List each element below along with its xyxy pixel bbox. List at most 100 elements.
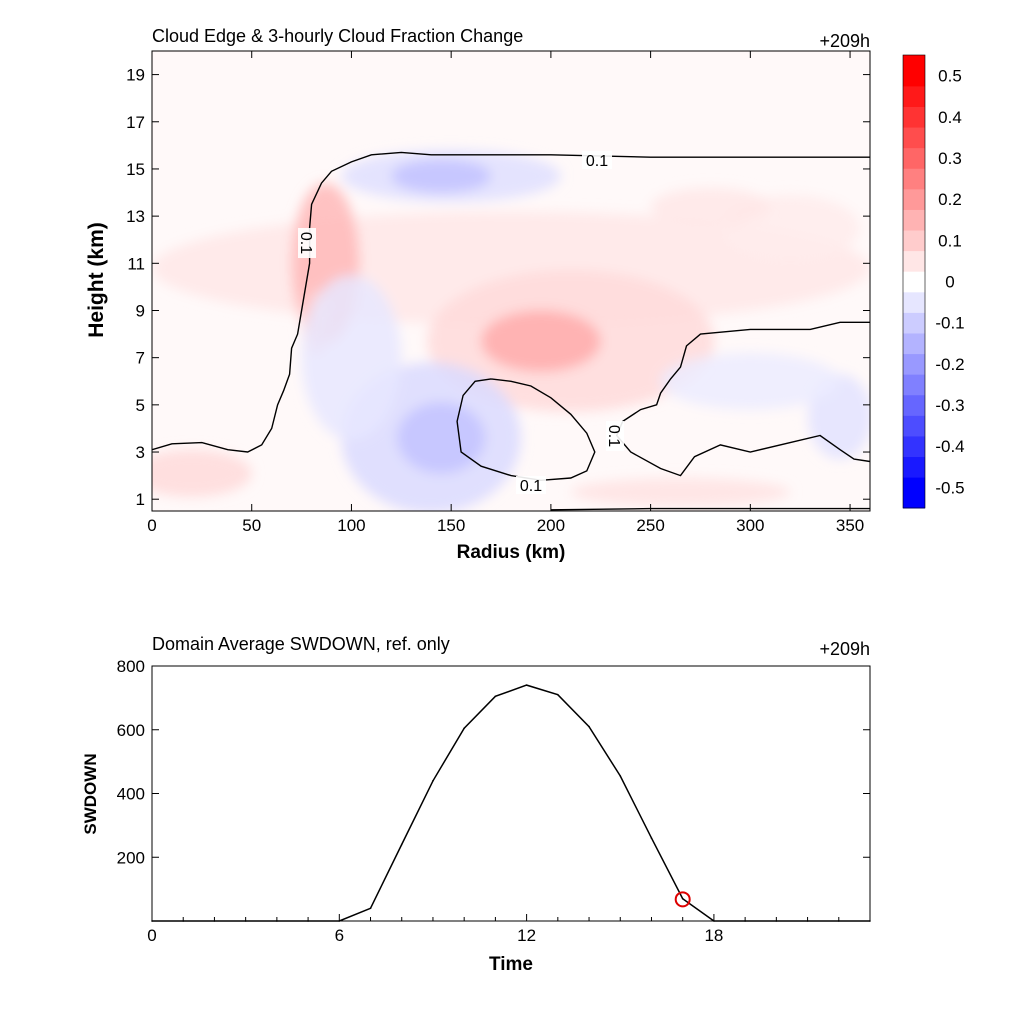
y-tick-label: 13 [126,207,145,226]
swdown-point [806,920,809,922]
y-tick-label: 7 [136,349,145,368]
x-tick-label: 300 [736,516,764,535]
heatmap-feature [391,159,492,193]
colorbar-frame [902,54,926,509]
cloud-edge-contour [152,151,870,453]
x-tick-label: 250 [636,516,664,535]
x-tick-label: 100 [337,516,365,535]
colorbar-label: -0.2 [935,355,964,374]
contour-label-background [298,228,316,258]
x-tick-label: 50 [242,516,261,535]
top-time-label: +209h [819,31,870,51]
x-tick-label: 350 [836,516,864,535]
swdown-point [338,920,341,922]
heatmap-feature [570,477,791,507]
y-tick-label: 400 [117,785,145,804]
colorbar-segment [903,147,925,169]
swdown-point [213,920,216,922]
colorbar-segment [903,230,925,252]
colorbar-segment [903,477,925,509]
y-tick-label: 800 [117,657,145,676]
colorbar-segment [903,127,925,149]
swdown-point [619,775,622,777]
swdown-series-line [152,684,870,922]
x-tick-label: 18 [704,926,723,945]
swdown-point [369,907,372,910]
x-tick-label: 0 [147,926,156,945]
y-tick-label: 1 [136,490,145,509]
colorbar-label: -0.5 [935,478,964,497]
cloud-edge-contour [456,378,596,482]
colorbar-label: 0.5 [938,67,962,86]
x-tick-label: 150 [437,516,465,535]
colorbar-label: 0.1 [938,231,962,250]
swdown-point [182,920,185,922]
swdown-panel: Domain Average SWDOWN, ref. only +209h 0… [81,634,871,975]
contour-label-background [606,421,624,451]
colorbar-segment [903,394,925,416]
bottom-y-axis-label: SWDOWN [81,753,100,834]
swdown-points [151,684,871,922]
colorbar-label: -0.3 [935,396,964,415]
contour-label-text: 0.1 [297,232,314,254]
colorbar-segment [903,312,925,334]
swdown-point [713,920,715,922]
colorbar-segment [903,456,925,478]
colorbar: 0.5 0.4 0.3 0.2 0.1 0 -0.1 -0.2 -0.3 -0.4 -0.5 [902,54,965,509]
heatmap-feature [660,352,841,410]
y-tick-label: 11 [127,254,145,273]
swdown-point [525,684,528,686]
colorbar-segment [903,353,925,375]
swdown-point [151,920,153,922]
bottom-x-ticks: 0 6 12 18 [147,914,871,945]
bottom-time-label: +209h [819,639,870,659]
cloud-edge-contours [152,151,870,511]
colorbar-segment [903,271,925,293]
colorbar-label: -0.1 [935,314,964,333]
heatmap-feature [152,449,252,497]
heatmap-feature [397,402,486,474]
colorbar-segment [903,55,925,87]
cloud-fraction-panel: Cloud Edge & 3-hourly Cloud Fraction Cha… [85,26,965,563]
swdown-point [244,920,247,922]
colorbar-segment [903,374,925,396]
top-x-ticks: 0 50 100 150 200 250 300 350 [147,51,864,535]
swdown-point [837,920,840,922]
top-x-axis-label: Radius (km) [457,542,566,563]
colorbar-label: 0.4 [938,108,962,127]
x-tick-label: 12 [517,926,536,945]
swdown-point [650,837,653,839]
y-tick-label: 200 [117,848,145,867]
top-chart-title: Cloud Edge & 3-hourly Cloud Fraction Cha… [152,26,523,46]
colorbar-segment [903,209,925,231]
y-tick-label: 600 [117,721,145,740]
contour-label-background [582,151,612,169]
x-tick-label: 6 [335,926,344,945]
bottom-x-axis-label: Time [489,954,533,975]
y-tick-label: 9 [136,301,145,320]
contour-label-text: 0.1 [605,425,622,447]
y-tick-label: 19 [126,66,145,85]
heatmap-feature [650,187,771,226]
y-tick-label: 17 [126,113,145,132]
contour-label: 0.1 [582,151,612,170]
heatmap-features [152,150,870,511]
y-tick-label: 3 [136,443,145,462]
swdown-point [400,843,403,846]
top-y-axis-label: Height (km) [85,222,108,338]
swdown-point [588,725,590,728]
swdown-point [463,727,465,729]
colorbar-label: -0.4 [935,437,964,456]
swdown-point [307,920,309,922]
contour-label-text: 0.1 [586,153,608,170]
colorbar-label: 0 [945,273,954,292]
y-tick-label: 5 [136,396,145,415]
contour-label: 0.1 [297,228,316,258]
heatmap-feature [301,275,402,441]
colorbar-label: 0.3 [938,149,962,168]
current-time-marker [674,891,691,908]
colorbar-segment [903,291,925,313]
bottom-plot-frame [151,665,871,922]
